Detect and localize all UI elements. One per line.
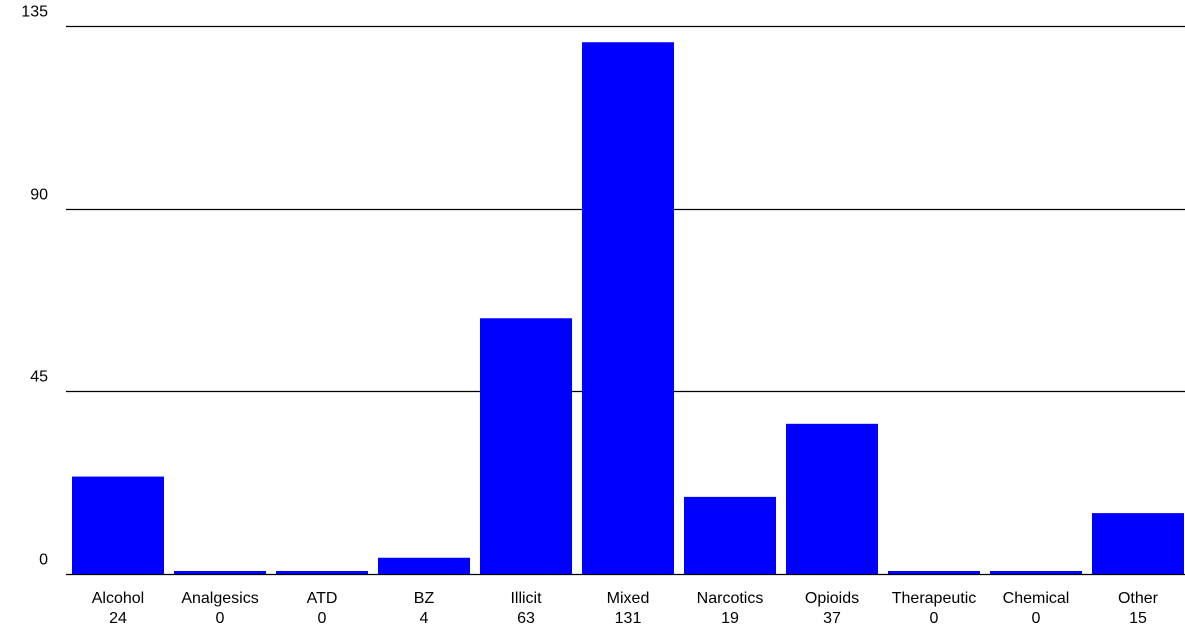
y-tick-label: 0 [39,552,48,569]
category-label: Other [1118,590,1159,607]
y-tick-label: 45 [30,369,48,386]
category-label: Mixed [607,590,650,607]
value-label: 63 [517,610,535,627]
category-label: ATD [307,590,338,607]
bar-mixed [582,42,674,574]
bar-chemical [990,571,1082,574]
category-label: Chemical [1003,590,1070,607]
category-label: Opioids [805,590,859,607]
value-label: 0 [930,610,939,627]
category-label: BZ [414,590,435,607]
bar-alcohol [72,476,164,574]
value-label: 37 [823,610,841,627]
category-label: Narcotics [697,590,764,607]
category-label: Analgesics [181,590,258,607]
bar-therapeutic [888,571,980,574]
value-label: 0 [1032,610,1041,627]
bar-bz [378,557,470,574]
y-tick-label: 135 [21,4,48,21]
bar-narcotics [684,496,776,574]
bar-analgesics [174,571,266,574]
bar-opioids [786,423,878,574]
value-label: 4 [420,610,429,627]
value-label: 0 [216,610,225,627]
value-label: 0 [318,610,327,627]
value-label: 131 [615,610,642,627]
y-axis-ticks: 0 45 90 135 [21,4,48,569]
category-label: Illicit [510,590,542,607]
x-axis-labels: Alcohol 24 Analgesics 0 ATD 0 BZ 4 Illicit 63 Mixe… [92,590,1159,627]
bar-illicit [480,318,572,574]
value-label: 19 [721,610,739,627]
y-tick-label: 90 [30,187,48,204]
bars [72,42,1184,574]
bar-atd [276,571,368,574]
category-label: Therapeutic [892,590,977,607]
category-label: Alcohol [92,590,144,607]
value-label: 24 [109,610,127,627]
value-label: 15 [1129,610,1147,627]
bar-other [1092,513,1184,574]
